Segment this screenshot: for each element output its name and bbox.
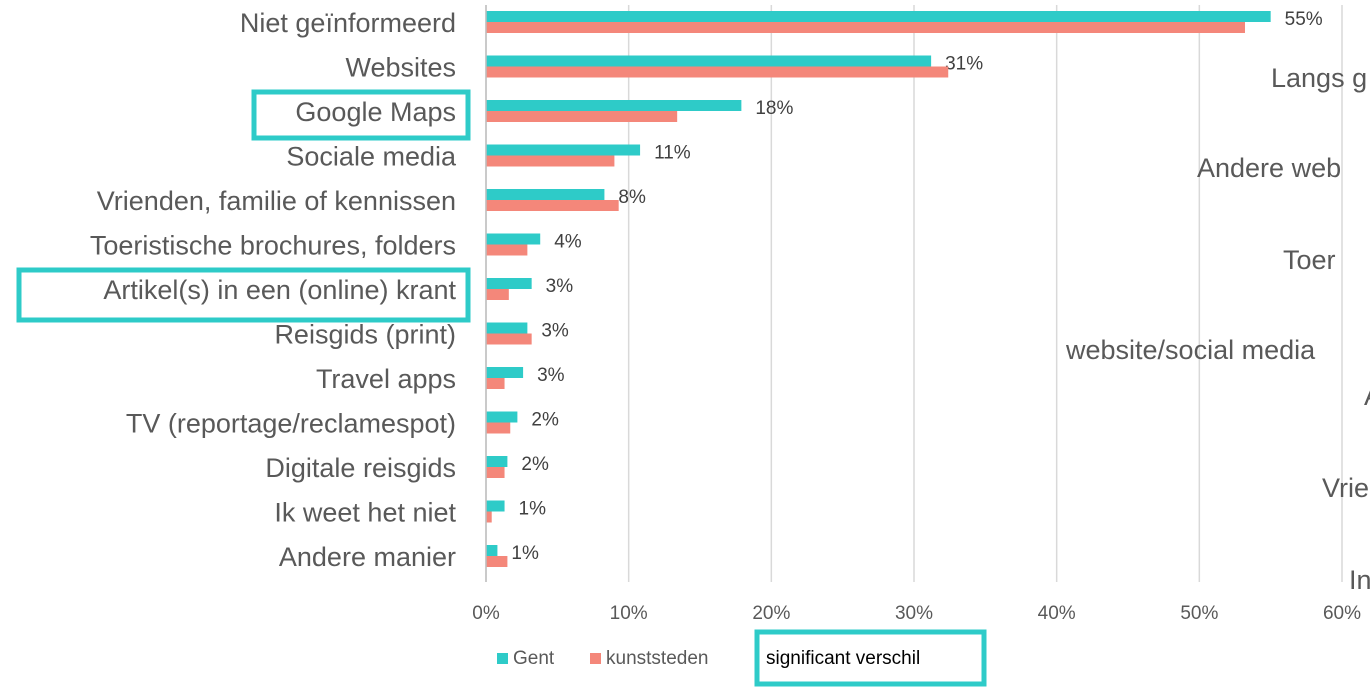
data-label: 18% xyxy=(755,98,793,119)
data-label: 2% xyxy=(521,454,549,475)
legend-note: significant verschil xyxy=(766,648,920,669)
highlight-box xyxy=(251,89,471,141)
category-label: TV (reportage/reclamespot) xyxy=(126,409,456,439)
data-label: 4% xyxy=(554,232,582,253)
plot: 0% 10% 20% 30% 40% 50% 60% Niet geïnformeerd 55%… xyxy=(90,5,1370,669)
bar xyxy=(486,545,498,556)
bar xyxy=(486,66,949,78)
clipped-label: Toer xyxy=(1283,245,1336,275)
clipped-label: A xyxy=(1364,381,1370,411)
bar xyxy=(486,244,528,256)
category-label: Artikel(s) in een (online) krant xyxy=(103,275,456,305)
bar xyxy=(486,322,528,334)
x-tick-label: 50% xyxy=(1180,603,1218,624)
category-label: Vrienden, familie of kennissen xyxy=(97,186,456,216)
bar xyxy=(486,111,678,122)
category-label: Andere manier xyxy=(279,542,456,572)
x-tick-label: 10% xyxy=(610,603,648,624)
category-label: Niet geïnformeerd xyxy=(240,8,456,38)
category-label: Travel apps xyxy=(316,364,456,394)
bar xyxy=(486,511,492,523)
legend-swatch xyxy=(497,653,508,664)
bar xyxy=(486,367,524,378)
clipped-label: Langs g xyxy=(1271,63,1367,93)
data-label: 11% xyxy=(654,143,691,164)
bar xyxy=(486,411,518,423)
bar xyxy=(486,155,615,167)
data-label: 55% xyxy=(1285,9,1323,30)
clipped-label: In xyxy=(1349,565,1370,595)
category-label: Toeristische brochures, folders xyxy=(90,231,456,261)
legend-swatch xyxy=(590,653,601,664)
data-label: 1% xyxy=(519,499,547,520)
bar xyxy=(486,289,509,300)
legend-label: Gent xyxy=(513,648,555,669)
bar xyxy=(486,233,541,245)
clipped-label: Andere web xyxy=(1197,153,1341,183)
bar xyxy=(486,189,605,200)
bar xyxy=(486,22,1245,33)
bar xyxy=(486,422,511,434)
category-label: Ik weet het niet xyxy=(274,498,456,528)
bar xyxy=(486,11,1271,22)
legend-label: kunststeden xyxy=(606,648,708,669)
data-label: 8% xyxy=(618,187,646,208)
category-label: Reisgids (print) xyxy=(274,320,456,350)
data-label: 3% xyxy=(546,276,574,297)
bar xyxy=(486,55,932,67)
bar xyxy=(486,278,532,289)
x-tick-label: 60% xyxy=(1323,603,1361,624)
legend-highlight-box xyxy=(754,629,987,687)
highlight-box xyxy=(16,267,471,323)
x-tick-label: 0% xyxy=(472,603,500,624)
clipped-label: website/social media xyxy=(1065,335,1316,365)
x-tick-label: 20% xyxy=(752,603,790,624)
clipped-label: Vrie xyxy=(1322,473,1369,503)
data-label: 31% xyxy=(945,54,983,75)
category-label: Google Maps xyxy=(295,97,456,127)
bar xyxy=(486,467,505,478)
bar xyxy=(486,200,619,211)
bar xyxy=(486,378,505,389)
bar xyxy=(486,556,508,567)
data-label: 3% xyxy=(537,365,565,386)
x-tick-label: 30% xyxy=(895,603,933,624)
bar xyxy=(486,100,742,111)
category-label: Sociale media xyxy=(286,142,457,172)
data-label: 2% xyxy=(531,410,559,431)
bar xyxy=(486,456,508,467)
bar xyxy=(486,500,505,512)
data-label: 1% xyxy=(511,543,539,564)
x-tick-label: 40% xyxy=(1038,603,1076,624)
data-label: 3% xyxy=(541,321,569,342)
category-label: Digitale reisgids xyxy=(265,453,456,483)
category-label: Websites xyxy=(345,53,456,83)
bar xyxy=(486,144,641,156)
bar xyxy=(486,333,532,345)
